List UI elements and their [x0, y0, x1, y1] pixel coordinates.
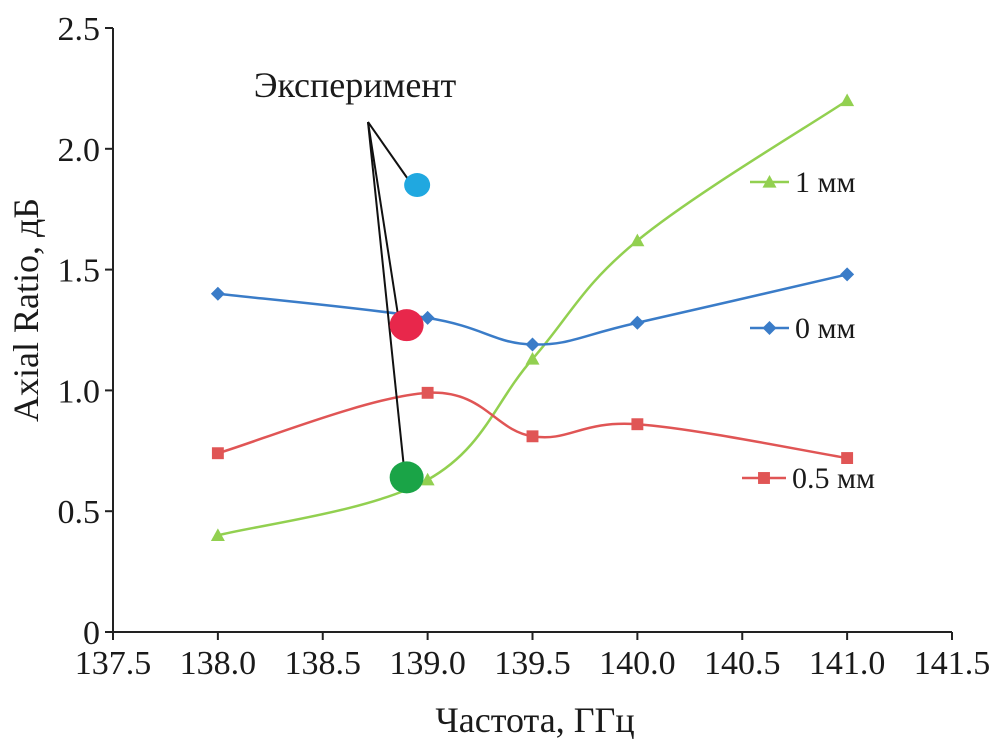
- y-tick-label: 1.0: [58, 373, 101, 410]
- legend-item: 0.5 мм: [742, 462, 875, 495]
- data-point: [421, 386, 434, 399]
- data-point: [525, 351, 540, 365]
- series-2: [211, 386, 854, 464]
- data-point: [420, 310, 435, 325]
- legend-marker: [758, 472, 770, 484]
- y-tick-label: 2.0: [58, 132, 101, 169]
- data-point: [420, 472, 435, 486]
- experiment-point: [404, 173, 431, 198]
- data-point: [840, 267, 855, 282]
- annotation-arrow: [367, 121, 411, 183]
- axes: 137.5 138.0 138.5 139.0 139.5 140.0 140.5 141.0…: [58, 11, 991, 682]
- data-point: [526, 430, 539, 443]
- x-tick-label: 139.5: [494, 645, 571, 682]
- legend-label: 1 мм: [795, 166, 855, 199]
- data-point: [211, 447, 224, 460]
- y-tick-label: 0.5: [58, 494, 101, 531]
- x-tick-label: 141.0: [809, 645, 886, 682]
- x-axis-title: Частота, ГГц: [435, 700, 634, 740]
- x-tick-label: 141.5: [914, 645, 991, 682]
- y-tick-label: 1.5: [58, 253, 101, 290]
- legend-item: 0 мм: [750, 312, 855, 345]
- x-tick-label: 140.5: [704, 645, 781, 682]
- series-0: [210, 93, 855, 541]
- series-layer: [210, 93, 855, 541]
- data-point: [840, 93, 855, 107]
- data-point: [841, 452, 854, 464]
- y-axis-title: Axial Ratio, дБ: [6, 198, 46, 422]
- annotation-arrow: [367, 121, 399, 316]
- legend-label: 0 мм: [795, 312, 855, 345]
- legend-layer: 1 мм 0 мм 0.5 мм: [742, 166, 875, 495]
- data-point: [631, 418, 644, 431]
- x-tick-label: 139.0: [389, 645, 466, 682]
- series-line: [217, 99, 848, 537]
- legend-marker: [762, 321, 777, 335]
- annotation-label: Эксперимент: [254, 65, 457, 105]
- data-point: [210, 286, 225, 301]
- data-point: [630, 315, 645, 330]
- annotation-layer: Эксперимент: [254, 65, 457, 494]
- series-1: [210, 267, 855, 352]
- experiment-point: [389, 309, 424, 342]
- data-point: [630, 233, 645, 247]
- y-tick-label: 0: [83, 615, 100, 652]
- experiment-point: [389, 461, 424, 494]
- data-point: [210, 528, 225, 541]
- data-point: [525, 337, 540, 352]
- x-tick-label: 137.5: [75, 645, 152, 682]
- series-line: [217, 273, 848, 346]
- x-tick-label: 138.0: [180, 645, 257, 682]
- series-line: [217, 391, 848, 460]
- legend-label: 0.5 мм: [792, 462, 875, 495]
- y-tick-label: 2.5: [58, 11, 101, 48]
- legend-item: 1 мм: [750, 166, 855, 199]
- annotation-arrow: [367, 121, 405, 469]
- x-tick-label: 140.0: [599, 645, 676, 682]
- x-tick-label: 138.5: [285, 645, 362, 682]
- legend-marker: [762, 175, 777, 188]
